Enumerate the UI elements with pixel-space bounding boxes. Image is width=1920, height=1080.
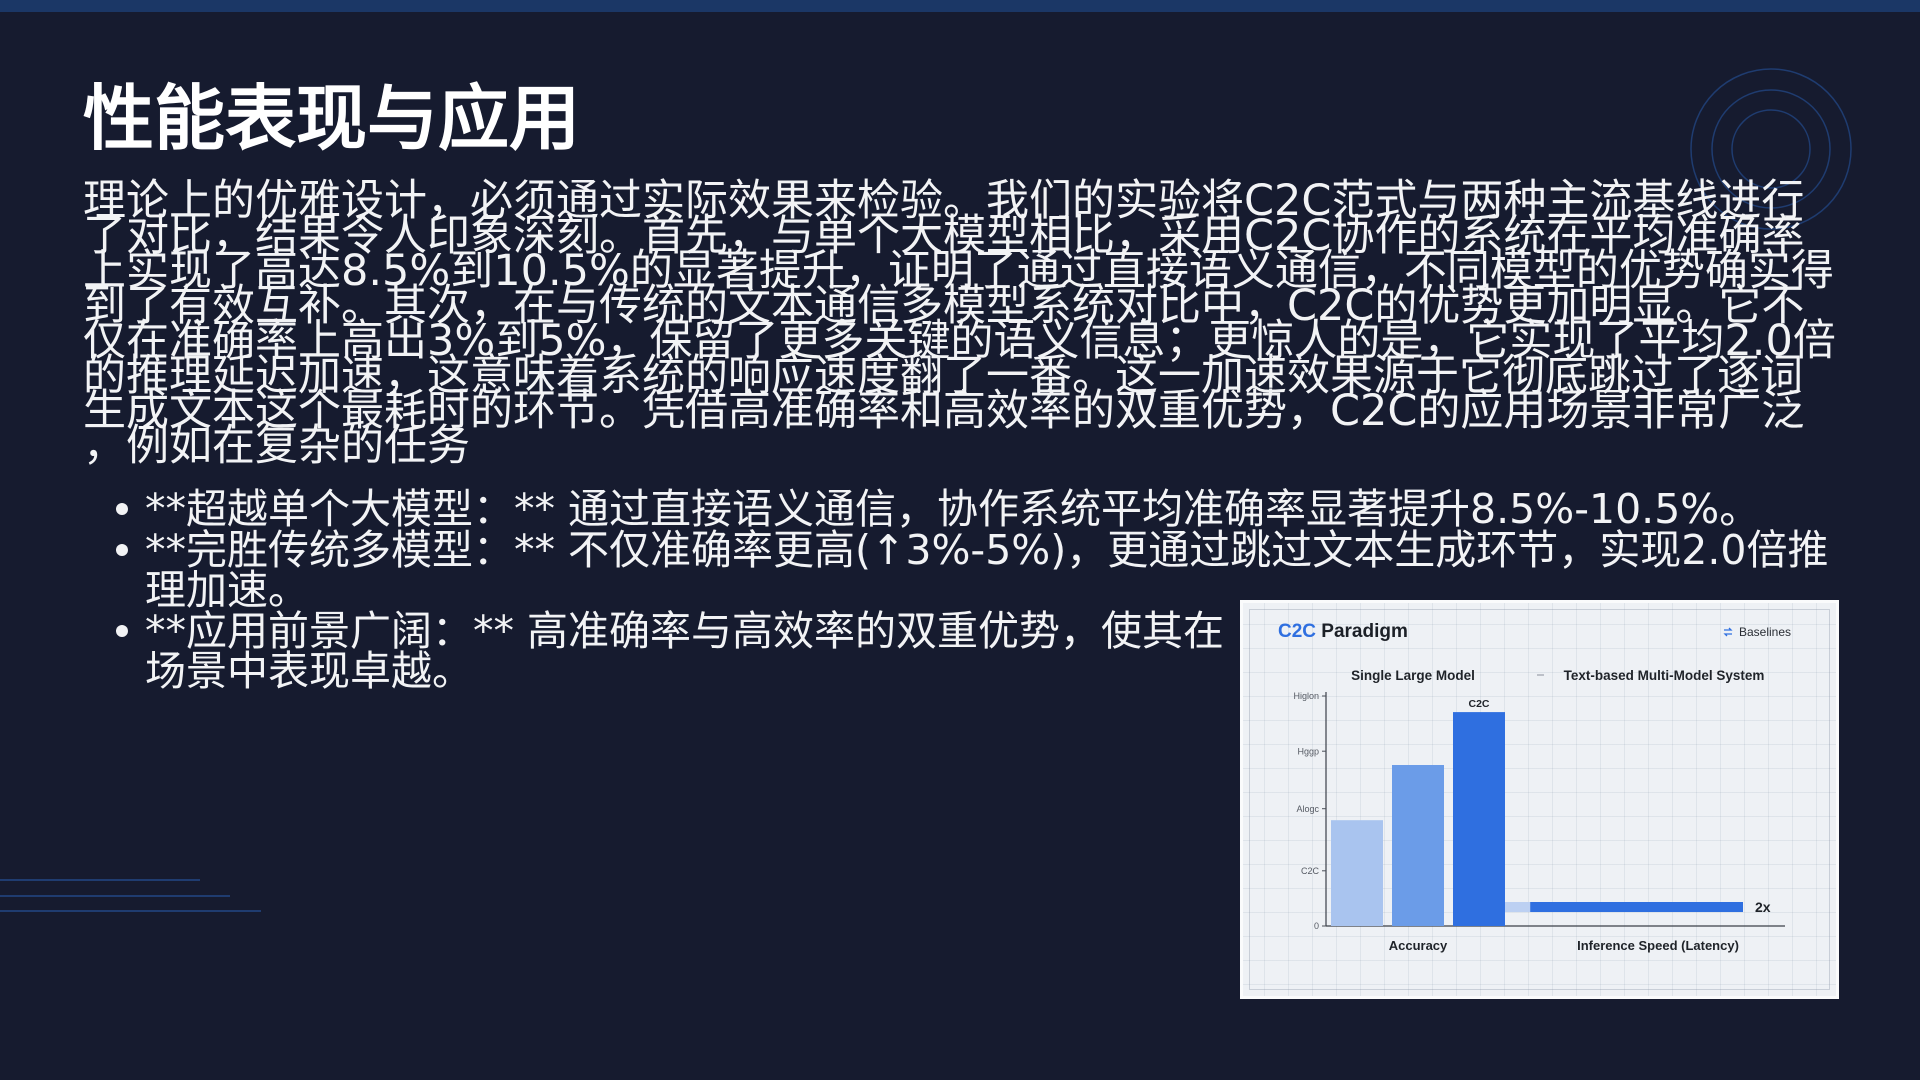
bullet-text: **应用前景广阔：** 高准确率与高效率的双重优势，使其在 — [145, 606, 1225, 655]
chart-title-text: Paradigm — [1321, 621, 1408, 642]
decor-circle-middle — [1711, 89, 1831, 209]
slide-title: 性能表现与应用 — [83, 77, 581, 160]
bullet-text: 理加速。 — [145, 566, 309, 614]
legend-label: Baselines — [1739, 625, 1792, 639]
chart-legend: Baselines — [1722, 624, 1791, 640]
group-header: Text-based Multi-Model System — [1564, 668, 1765, 683]
paragraph-line: 理论上的优雅设计，必须通过实际效果来检验。我们的实验将C2C范式与两种主流基线进… — [83, 176, 1805, 226]
top-accent-bar — [0, 0, 1920, 12]
bullet-text: **完胜传统多模型：** 不仅准确率更高(↑3%-5%)，更通过跳过文本生成环节… — [145, 525, 1829, 574]
bullet-dot-icon — [116, 624, 128, 637]
bullet-item: **超越单个大模型：** 通过直接语义通信，协作系统平均准确率显著提升8.5%-… — [116, 489, 1828, 530]
x-axis-label: Inference Speed (Latency) — [1577, 938, 1739, 953]
y-tick-label: 0 — [1314, 921, 1319, 931]
chart-title-highlight: C2C — [1278, 621, 1317, 642]
x-axis-label: Accuracy — [1389, 938, 1448, 953]
chart-plot: Higlon Hggp Alogc C2C 0 Single Large Model Acc… — [1293, 668, 1785, 953]
y-tick-label: Higlon — [1293, 691, 1319, 701]
bullet-text: 场景中表现卓越。 — [145, 647, 473, 695]
speed-bar-segment — [1530, 902, 1743, 912]
chart-image: C2C Paradigm Baselines Higlon Hggp Alogc C2… — [1240, 600, 1839, 999]
decor-circle-outer — [1690, 68, 1852, 230]
y-tick-label: Hggp — [1297, 746, 1319, 756]
bullet-item: **完胜传统多模型：** 不仅准确率更高(↑3%-5%)，更通过跳过文本生成环节… — [116, 525, 1829, 614]
paragraph-line: ，例如在复杂的任务 — [83, 421, 470, 471]
y-tick-label: Alogc — [1296, 804, 1319, 814]
bullet-item: **应用前景广阔：** 高准确率与高效率的双重优势，使其在 场景中表现卓越。 — [116, 606, 1828, 695]
paragraph-line: 生成文本这个最耗时的环节。凭借高准确率和高效率的双重优势，C2C的应用场景非常广… — [83, 386, 1805, 436]
bullet-text: **超越单个大模型：** 通过直接语义通信，协作系统平均准确率显著提升8.5%-… — [145, 485, 1761, 533]
accuracy-bar — [1392, 765, 1444, 926]
paragraph-line: 仅在准确率上高出3%到5%，保留了更多关键的语义信息；更惊人的是，它实现了平均2… — [83, 316, 1836, 366]
speed-bar-segment — [1505, 902, 1531, 912]
bullet-list: **超越单个大模型：** 通过直接语义通信，协作系统平均准确率显著提升8.5%-… — [116, 489, 1828, 692]
decor-line — [0, 895, 230, 897]
decor-line — [0, 910, 261, 912]
paragraph-line: 到了有效互补。其次，在与传统的文本通信多模型系统对比中，C2C的优势更加明显。它… — [83, 281, 1805, 331]
group-header: Single Large Model — [1351, 668, 1475, 683]
concentric-circles-decoration — [1690, 68, 1852, 230]
speed-data-label: 2x — [1755, 899, 1771, 915]
paragraph-line: 了对比，结果令人印象深刻。首先，与单个大模型相比，采用C2C协作的系统在平均准确… — [83, 211, 1805, 261]
paragraph-line: 的推理延迟加速，这意味着系统的响应速度翻了一番。这一加速效果源于它彻底跳过了逐词 — [83, 351, 1803, 401]
bullet-dot-icon — [116, 543, 128, 556]
decor-circle-inner — [1731, 109, 1811, 189]
paragraph-line: 上实现了高达8.5%到10.5%的显著提升，证明了通过直接语义通信，不同模型的优… — [83, 246, 1834, 296]
accuracy-bar — [1331, 820, 1383, 926]
accuracy-bar — [1453, 712, 1505, 926]
bar-data-label: C2C — [1468, 698, 1489, 710]
body-paragraph: 理论上的优雅设计，必须通过实际效果来检验。我们的实验将C2C范式与两种主流基线进… — [83, 176, 1836, 471]
baselines-icon — [1723, 627, 1733, 637]
bullet-dot-icon — [116, 503, 128, 515]
decor-line — [0, 879, 200, 881]
chart-title: C2C Paradigm — [1278, 621, 1408, 643]
y-tick-label: C2C — [1301, 866, 1320, 876]
